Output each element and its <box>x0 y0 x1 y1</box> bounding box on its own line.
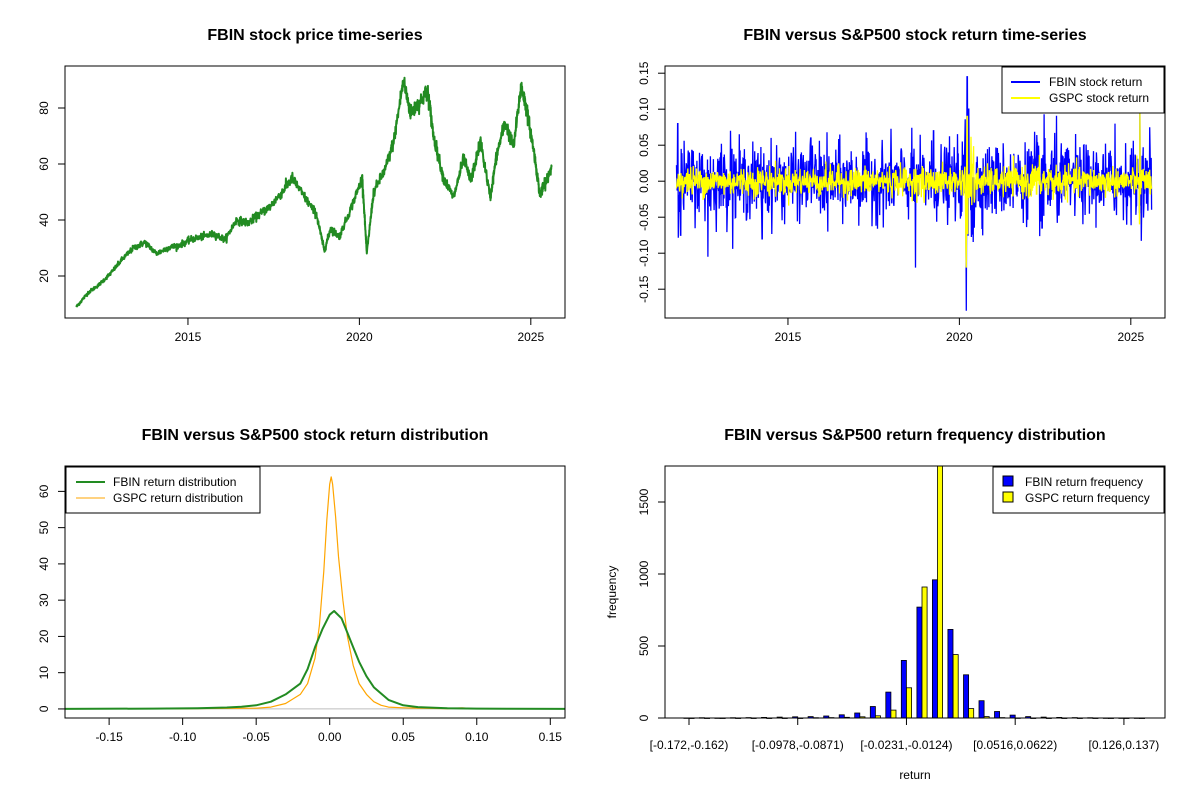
gspc-return-line <box>675 112 1153 268</box>
density-y-tick-label: 50 <box>37 521 51 535</box>
price-y-tick-label: 40 <box>37 213 51 227</box>
density-y-tick-label: 60 <box>37 484 51 498</box>
returns-legend: FBIN stock return GSPC stock return <box>1001 66 1165 114</box>
fbin-frequency-bar <box>916 606 923 719</box>
legend-swatch-gspc-frequency <box>1002 491 1014 503</box>
density-chart-title: FBIN versus S&P500 stock return distribu… <box>142 427 489 444</box>
density-x-tick-label: 0.10 <box>465 730 489 744</box>
returns-panel: FBIN versus S&P500 stock return time-ser… <box>637 27 1166 344</box>
price-x-tick-label: 2020 <box>346 330 373 344</box>
price-y-tick-label: 60 <box>37 157 51 171</box>
returns-y-tick-label: -0.10 <box>637 239 651 267</box>
density-panel: FBIN versus S&P500 stock return distribu… <box>37 427 566 744</box>
fbin-frequency-bar <box>854 712 861 719</box>
gspc-frequency-bar <box>952 654 959 719</box>
density-y-tick-label: 0 <box>37 705 51 712</box>
returns-chart-title: FBIN versus S&P500 stock return time-ser… <box>743 27 1086 44</box>
density-x-tick-label: 0.15 <box>539 730 563 744</box>
frequency-legend: FBIN return frequency GSPC return freque… <box>992 466 1165 514</box>
legend-label-fbin-density: FBIN return distribution <box>113 475 236 489</box>
legend-label-fbin-frequency: FBIN return frequency <box>1025 475 1143 489</box>
fbin-frequency-bar <box>947 629 954 719</box>
returns-y-tick-label: 0.10 <box>637 97 651 121</box>
returns-x-tick-label: 2020 <box>946 330 973 344</box>
density-y-tick-label: 30 <box>37 593 51 607</box>
frequency-y-tick-label: 1000 <box>637 560 651 587</box>
density-x-tick-label: 0.00 <box>318 730 342 744</box>
returns-y-tick-label: -0.15 <box>637 275 651 303</box>
legend-label-gspc-density: GSPC return distribution <box>113 491 243 505</box>
frequency-panel: FBIN versus S&P500 return frequency dist… <box>605 427 1166 782</box>
price-chart-title: FBIN stock price time-series <box>207 27 422 44</box>
density-legend-box <box>65 466 261 514</box>
density-plot-box <box>64 465 566 719</box>
frequency-x-tick-label: [-0.172,-0.162) <box>650 738 729 752</box>
frequency-x-tick-label: [-0.0231,-0.0124) <box>860 738 952 752</box>
gspc-density-line <box>153 476 477 710</box>
returns-y-tick-label: -0.05 <box>637 203 651 231</box>
density-y-tick-label: 10 <box>37 666 51 680</box>
frequency-plot-box <box>664 465 1166 719</box>
returns-y-tick-label: 0.05 <box>637 133 651 157</box>
returns-plot-box <box>664 65 1166 319</box>
frequency-x-tick-label: [0.126,0.137) <box>1089 738 1160 752</box>
fbin-frequency-bar <box>900 660 907 719</box>
density-x-tick-label: 0.05 <box>392 730 416 744</box>
density-y-tick-label: 20 <box>37 629 51 643</box>
fbin-frequency-bar <box>963 674 969 719</box>
gspc-frequency-bar <box>968 708 975 719</box>
gspc-frequency-bar <box>890 709 897 719</box>
legend-label-gspc-frequency: GSPC return frequency <box>1025 491 1150 505</box>
price-y-tick-label: 80 <box>37 101 51 115</box>
price-x-tick-label: 2025 <box>517 330 544 344</box>
returns-y-tick-label: 0.00 <box>637 169 651 193</box>
fbin-frequency-bar <box>869 706 876 719</box>
frequency-x-tick-label: [0.0516,0.0622) <box>973 738 1057 752</box>
fbin-return-line <box>675 76 1153 311</box>
gspc-frequency-bar <box>906 687 912 719</box>
density-x-tick-label: -0.10 <box>169 730 197 744</box>
gspc-frequency-bar <box>921 586 928 719</box>
fbin-frequency-bar <box>994 711 1000 719</box>
fbin-frequency-bar <box>978 700 985 719</box>
legend-swatch-fbin-frequency <box>1002 475 1014 487</box>
frequency-chart-title: FBIN versus S&P500 return frequency dist… <box>724 427 1105 444</box>
frequency-y-tick-label: 0 <box>637 714 651 721</box>
returns-x-tick-label: 2015 <box>775 330 802 344</box>
fbin-density-line <box>64 610 566 710</box>
returns-x-tick-label: 2025 <box>1117 330 1144 344</box>
frequency-y-tick-label: 500 <box>637 636 651 656</box>
density-x-tick-label: -0.05 <box>242 730 270 744</box>
density-y-tick-label: 40 <box>37 557 51 571</box>
returns-legend-box <box>1001 66 1165 114</box>
legend-label-fbin-return: FBIN stock return <box>1049 75 1142 89</box>
price-x-tick-label: 2015 <box>175 330 202 344</box>
frequency-x-tick-label: [-0.0978,-0.0871) <box>752 738 844 752</box>
price-panel: FBIN stock price time-series 2015 2020 202… <box>37 27 566 344</box>
returns-y-tick-label: 0.15 <box>637 61 651 85</box>
fbin-frequency-bar <box>932 579 938 719</box>
frequency-legend-box <box>992 466 1165 514</box>
fbin-frequency-bar <box>885 691 892 719</box>
legend-label-gspc-return: GSPC stock return <box>1049 91 1149 105</box>
frequency-y-tick-label: 1500 <box>637 488 651 515</box>
frequency-y-axis-label: frequency <box>605 566 619 619</box>
density-legend: FBIN return distribution GSPC return dis… <box>65 466 261 514</box>
price-plot-box <box>64 65 566 319</box>
density-x-tick-label: -0.15 <box>95 730 123 744</box>
price-line <box>75 76 553 308</box>
gspc-frequency-bar <box>937 465 943 719</box>
price-y-tick-label: 20 <box>37 269 51 283</box>
frequency-x-axis-label: return <box>899 768 930 782</box>
